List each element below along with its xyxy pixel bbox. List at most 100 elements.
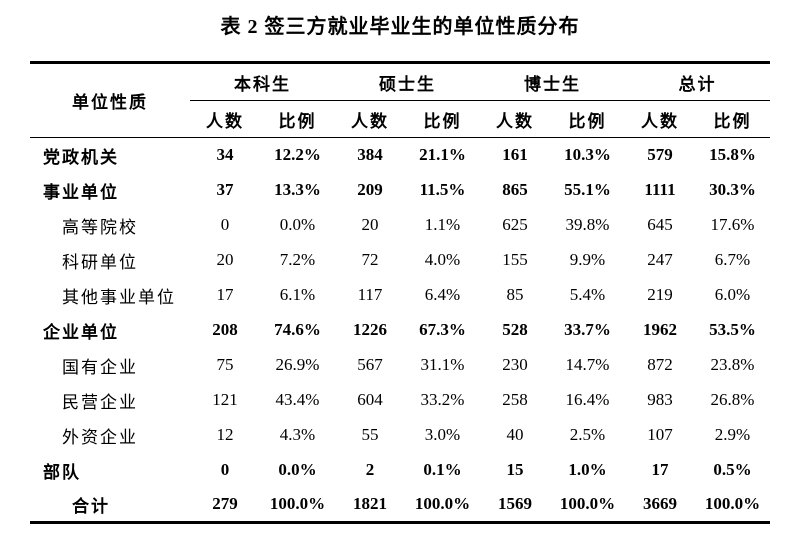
cell: 983 [647, 390, 673, 409]
cell: 258 [502, 390, 528, 409]
cell: 55 [361, 425, 379, 444]
cell: 1962 [643, 320, 677, 339]
cell: 1226 [353, 320, 387, 339]
cell: 121 [212, 390, 238, 409]
row-label: 部队 [43, 462, 81, 482]
cell: 0.0% [278, 460, 317, 479]
subheader-count: 人数 [625, 100, 695, 138]
subheader-count: 人数 [480, 100, 550, 138]
cell: 0 [220, 460, 230, 479]
table-row: 事业单位 37 13.3% 209 11.5% 865 55.1% 1111 3… [30, 173, 770, 208]
subheader-count: 人数 [190, 100, 260, 138]
cell: 75 [216, 355, 234, 374]
cell: 37 [216, 180, 234, 199]
cell: 865 [502, 180, 528, 199]
table-body: 党政机关 34 12.2% 384 21.1% 161 10.3% 579 15… [30, 138, 770, 524]
group-header-row: 单位性质 本科生 硕士生 博士生 总计 [30, 62, 770, 138]
cell: 107 [647, 425, 673, 444]
cell: 15.8% [709, 145, 756, 165]
cell: 0.0% [279, 215, 316, 234]
table-row: 外资企业 12 4.3% 55 3.0% 40 2.5% 107 2.9% [30, 418, 770, 453]
row-label: 党政机关 [43, 147, 119, 167]
subheader-ratio: 比例 [405, 100, 480, 138]
subheader-ratio: 比例 [260, 100, 335, 138]
cell: 0 [220, 215, 230, 234]
cell: 219 [647, 285, 673, 304]
cell: 2.9% [714, 425, 751, 444]
row-label: 外资企业 [62, 427, 138, 447]
cell: 17.6% [710, 215, 755, 234]
cell: 2 [365, 460, 375, 479]
cell: 6.0% [714, 285, 751, 304]
group-header-master: 硕士生 [335, 62, 480, 101]
cell: 3.0% [424, 425, 461, 444]
cell: 4.0% [424, 250, 461, 269]
cell: 872 [647, 355, 673, 374]
cell: 208 [212, 320, 238, 339]
cell: 13.3% [274, 180, 321, 199]
table-header: 单位性质 本科生 硕士生 博士生 总计 人数 比例 人数 比例 人数 比例 人数… [30, 62, 770, 138]
cell: 6.7% [714, 250, 751, 269]
table-row: 民营企业 121 43.4% 604 33.2% 258 16.4% 983 2… [30, 383, 770, 418]
cell: 1.1% [424, 215, 461, 234]
cell: 155 [502, 250, 528, 269]
table-row: 企业单位 208 74.6% 1226 67.3% 528 33.7% 1962… [30, 313, 770, 348]
cell: 21.1% [419, 145, 466, 165]
cell: 30.3% [709, 180, 756, 199]
cell: 85 [506, 285, 524, 304]
row-label: 其他事业单位 [62, 287, 176, 307]
cell: 31.1% [420, 355, 465, 374]
cell: 34 [216, 145, 234, 165]
cell: 1.0% [568, 460, 607, 479]
cell: 0.1% [423, 460, 462, 479]
sub-header-row: 人数 比例 人数 比例 人数 比例 人数 比例 [30, 100, 770, 138]
cell: 230 [502, 355, 528, 374]
corner-header: 单位性质 [30, 62, 190, 138]
cell: 528 [502, 320, 528, 339]
cell: 40 [506, 425, 524, 444]
cell: 100.0% [405, 487, 480, 524]
cell: 384 [357, 145, 383, 165]
cell: 20 [216, 250, 234, 269]
group-header-undergrad: 本科生 [190, 62, 335, 101]
cell: 12 [216, 425, 234, 444]
cell: 100.0% [550, 487, 625, 524]
cell: 161 [502, 145, 528, 165]
row-label: 国有企业 [62, 357, 138, 377]
cell: 15 [506, 460, 524, 479]
table-caption: 表 2 签三方就业毕业生的单位性质分布 [220, 16, 580, 38]
unit-nature-distribution-table: 单位性质 本科生 硕士生 博士生 总计 人数 比例 人数 比例 人数 比例 人数… [30, 61, 770, 524]
cell: 16.4% [565, 390, 610, 409]
cell: 74.6% [274, 320, 321, 339]
cell: 209 [357, 180, 383, 199]
subheader-count: 人数 [335, 100, 405, 138]
cell: 247 [647, 250, 673, 269]
cell: 55.1% [564, 180, 611, 199]
subheader-ratio: 比例 [550, 100, 625, 138]
cell: 17 [651, 460, 669, 479]
cell: 23.8% [710, 355, 755, 374]
row-label: 合计 [30, 487, 190, 524]
cell: 72 [361, 250, 379, 269]
cell: 12.2% [274, 145, 321, 165]
group-header-doctor: 博士生 [480, 62, 625, 101]
cell: 2.5% [569, 425, 606, 444]
cell: 579 [647, 145, 673, 165]
table-row-total: 合计 279 100.0% 1821 100.0% 1569 100.0% 36… [30, 487, 770, 524]
subheader-ratio: 比例 [695, 100, 770, 138]
cell: 67.3% [419, 320, 466, 339]
table-row: 高等院校 0 0.0% 20 1.1% 625 39.8% 645 17.6% [30, 208, 770, 243]
table-row: 党政机关 34 12.2% 384 21.1% 161 10.3% 579 15… [30, 138, 770, 173]
cell: 625 [502, 215, 528, 234]
cell: 33.2% [420, 390, 465, 409]
cell: 5.4% [569, 285, 606, 304]
cell: 567 [357, 355, 383, 374]
group-header-total: 总计 [625, 62, 770, 101]
cell: 10.3% [564, 145, 611, 165]
cell: 43.4% [275, 390, 320, 409]
cell: 20 [361, 215, 379, 234]
row-label: 科研单位 [62, 252, 138, 272]
cell: 1111 [644, 180, 676, 199]
cell: 17 [216, 285, 234, 304]
